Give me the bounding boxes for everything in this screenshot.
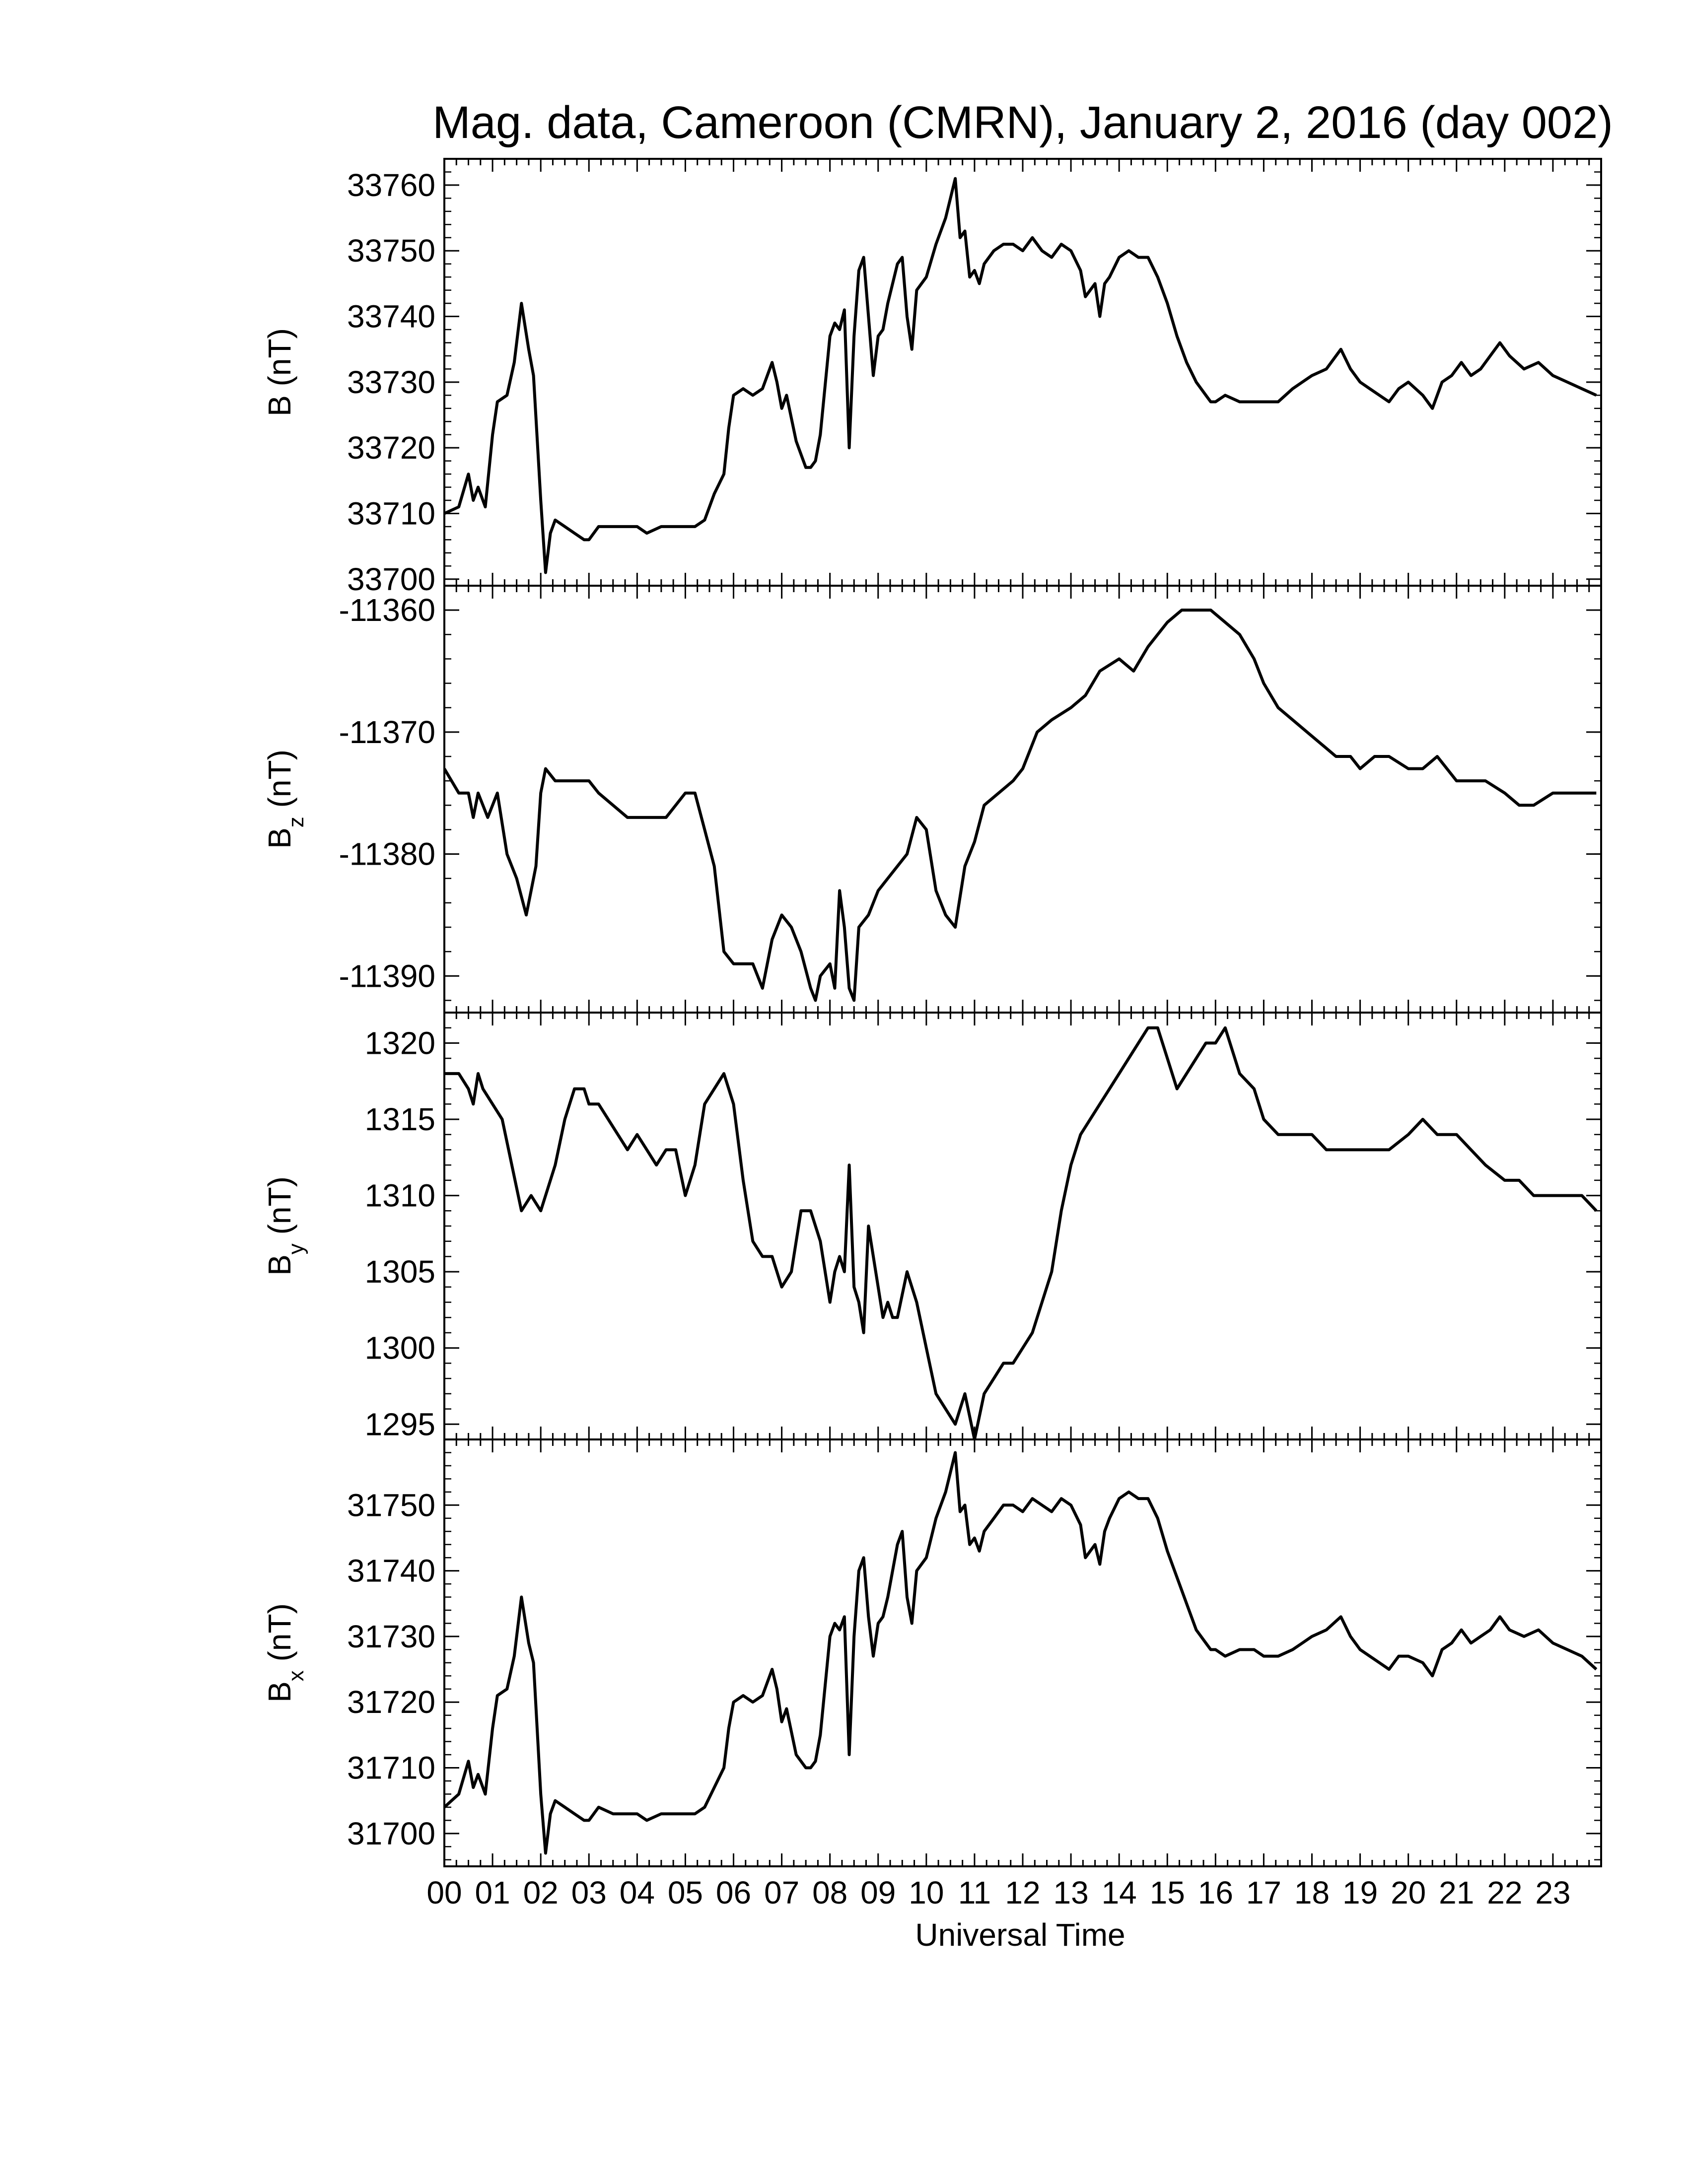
x-tick-label: 19 (1342, 1875, 1378, 1911)
panel-frame (443, 1438, 1602, 1867)
y-axis-label: Bx (nT) (262, 1603, 308, 1703)
x-tick-label: 07 (764, 1875, 799, 1911)
y-tick-label: 31720 (347, 1684, 435, 1720)
panel-1: 33700 33710 33720 33730 33740 33750 33760 B (nT… (262, 158, 1602, 597)
y-axis-label: B (nT) (262, 328, 297, 416)
y-tick-label: 31750 (347, 1487, 435, 1523)
y-axis-label: By (nT) (262, 1176, 308, 1276)
y-tick-label: 33750 (347, 233, 435, 269)
x-tick-label: 11 (958, 1875, 991, 1911)
x-axis-tick-labels: 00 01 02 03 04 05 06 07 08 09 10 11 12 13 14 15 16 17 18 19… (426, 1875, 1570, 1911)
y-tick-label: 31740 (347, 1553, 435, 1589)
x-tick-label: 06 (716, 1875, 751, 1911)
series-line-1 (444, 177, 1597, 574)
y-tick-label: 1300 (365, 1330, 435, 1366)
x-axis-label: Universal Time (915, 1917, 1125, 1953)
x-tick-label: 14 (1102, 1875, 1137, 1911)
x-tick-label: 16 (1198, 1875, 1233, 1911)
y-tick-label: 33740 (347, 299, 435, 335)
x-tick-label: 18 (1294, 1875, 1330, 1911)
y-tick-label: 31710 (347, 1750, 435, 1786)
x-tick-label: 03 (571, 1875, 607, 1911)
x-tick-label: 15 (1150, 1875, 1185, 1911)
y-tick-label: 1310 (365, 1178, 435, 1214)
y-tick-label: 1295 (365, 1406, 435, 1442)
chart-title: Mag. data, Cameroon (CMRN), January 2, 2… (432, 97, 1613, 148)
x-tick-label: 22 (1487, 1875, 1522, 1911)
x-tick-label: 17 (1246, 1875, 1281, 1911)
panel-2: -11390 -11380 -11370 -11360 Bz (nT) (262, 585, 1602, 1014)
x-tick-label: 00 (426, 1875, 462, 1911)
y-tick-label: 1320 (365, 1025, 435, 1061)
series-line-3 (444, 1026, 1598, 1439)
y-tick-label: 33700 (347, 561, 435, 597)
y-tick-label: 31700 (347, 1816, 435, 1851)
series-line-2 (444, 609, 1597, 1002)
x-tick-label: 23 (1535, 1875, 1570, 1911)
y-tick-label: 31730 (347, 1619, 435, 1654)
panel-frame (443, 158, 1602, 587)
x-tick-label: 04 (620, 1875, 655, 1911)
x-tick-label: 01 (475, 1875, 510, 1911)
panel-3: 1295 1300 1305 1310 1315 1320 By (nT) (262, 1012, 1602, 1442)
y-tick-label: 33730 (347, 364, 435, 400)
x-tick-label: 12 (1005, 1875, 1040, 1911)
y-tick-label: -11380 (339, 836, 435, 872)
y-tick-label: 33760 (347, 167, 435, 203)
x-tick-label: 13 (1053, 1875, 1088, 1911)
y-tick-label: 33720 (347, 430, 435, 466)
panel-frame (443, 1012, 1602, 1440)
x-tick-label: 21 (1439, 1875, 1474, 1911)
series-line-4 (444, 1451, 1598, 1855)
y-tick-label: 1305 (365, 1254, 435, 1290)
x-tick-label: 05 (668, 1875, 703, 1911)
x-tick-label: 08 (812, 1875, 847, 1911)
y-tick-label: 33710 (347, 495, 435, 531)
y-tick-label: 1315 (365, 1101, 435, 1137)
x-tick-label: 10 (909, 1875, 944, 1911)
panels: 33700 33710 33720 33730 33740 33750 33760 B (nT… (262, 158, 1602, 1867)
y-tick-label: -11390 (339, 958, 435, 994)
x-tick-label: 09 (860, 1875, 896, 1911)
x-tick-label: 02 (523, 1875, 559, 1911)
panel-4: 31700 31710 31720 31730 31740 31750 Bx (nT) (262, 1438, 1602, 1867)
y-axis-label: Bz (nT) (262, 750, 308, 849)
panel-frame (443, 585, 1602, 1014)
x-tick-label: 20 (1391, 1875, 1426, 1911)
y-tick-label: -11370 (339, 714, 435, 750)
y-tick-label: -11360 (339, 592, 435, 628)
